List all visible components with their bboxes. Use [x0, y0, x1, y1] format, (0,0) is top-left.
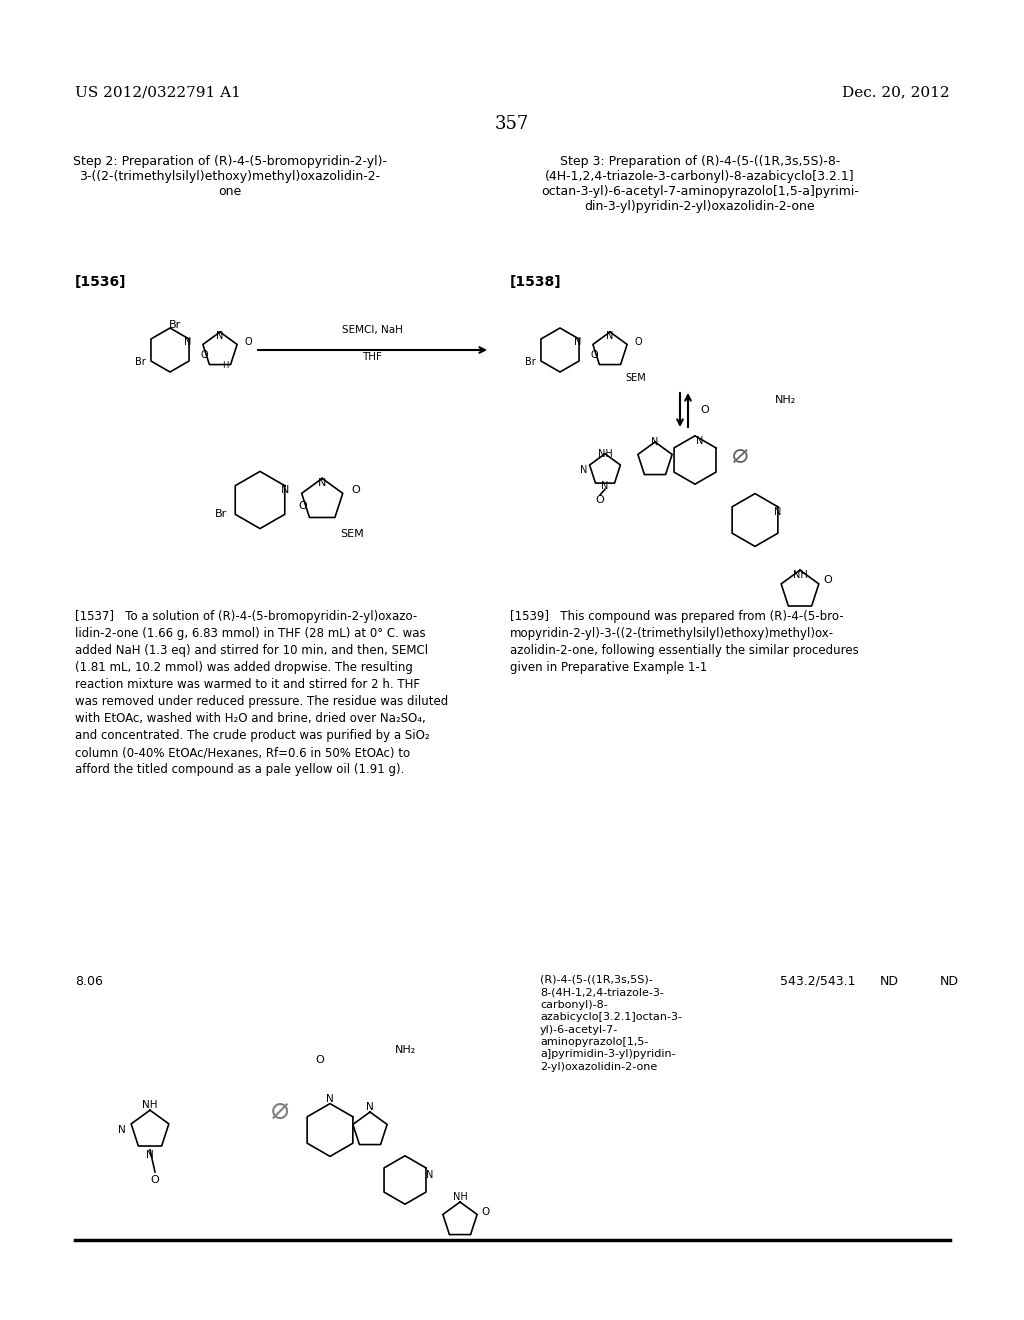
Text: ND: ND	[880, 975, 899, 987]
Text: [1537]   To a solution of (R)-4-(5-bromopyridin-2-yl)oxazo-
lidin-2-one (1.66 g,: [1537] To a solution of (R)-4-(5-bromopy…	[75, 610, 449, 776]
Text: N: N	[696, 436, 703, 446]
Text: N: N	[119, 1125, 126, 1135]
Text: 543.2/543.1: 543.2/543.1	[780, 975, 855, 987]
Text: NH₂: NH₂	[394, 1045, 416, 1055]
Text: O: O	[590, 350, 598, 360]
Text: N: N	[216, 331, 223, 341]
Text: O: O	[151, 1175, 160, 1185]
Text: N: N	[601, 482, 608, 491]
Text: N: N	[426, 1170, 433, 1180]
Text: O: O	[596, 495, 604, 506]
Text: Step 2: Preparation of (R)-4-(5-bromopyridin-2-yl)-
3-((2-(trimethylsilyl)ethoxy: Step 2: Preparation of (R)-4-(5-bromopyr…	[73, 154, 387, 198]
Text: THF: THF	[362, 352, 382, 362]
Text: (R)-4-(5-((1R,3s,5S)-
8-(4H-1,2,4-triazole-3-
carbonyl)-8-
azabicyclo[3.2.1]octa: (R)-4-(5-((1R,3s,5S)- 8-(4H-1,2,4-triazo…	[540, 975, 682, 1072]
Text: H: H	[222, 362, 228, 371]
Text: NH: NH	[793, 570, 807, 581]
Text: Dec. 20, 2012: Dec. 20, 2012	[843, 84, 950, 99]
Text: SEMCl, NaH: SEMCl, NaH	[342, 325, 402, 335]
Text: N: N	[326, 1093, 334, 1104]
Text: O: O	[200, 350, 208, 360]
Text: N: N	[281, 484, 289, 495]
Text: N: N	[774, 507, 781, 517]
Text: O: O	[482, 1206, 490, 1217]
Text: [1539]   This compound was prepared from (R)-4-(5-bro-
mopyridin-2-yl)-3-((2-(tr: [1539] This compound was prepared from (…	[510, 610, 859, 675]
Text: O: O	[823, 576, 833, 585]
Text: Br: Br	[134, 356, 145, 367]
Text: N: N	[184, 337, 191, 347]
Text: NH: NH	[142, 1100, 158, 1110]
Text: N: N	[581, 465, 588, 475]
Text: Br: Br	[169, 319, 181, 330]
Text: O: O	[244, 337, 252, 347]
Text: ND: ND	[940, 975, 959, 987]
Text: Step 3: Preparation of (R)-4-(5-((1R,3s,5S)-8-
(4H-1,2,4-triazole-3-carbonyl)-8-: Step 3: Preparation of (R)-4-(5-((1R,3s,…	[541, 154, 859, 213]
Text: N: N	[606, 331, 613, 341]
Text: 8.06: 8.06	[75, 975, 102, 987]
Text: 357: 357	[495, 115, 529, 133]
Text: Br: Br	[524, 356, 536, 367]
Text: O: O	[700, 405, 710, 414]
Text: O: O	[634, 337, 642, 347]
Text: ⌀: ⌀	[731, 441, 749, 469]
Text: Br: Br	[215, 510, 227, 519]
Text: O: O	[315, 1055, 325, 1065]
Text: O: O	[298, 502, 307, 511]
Text: O: O	[351, 484, 360, 495]
Text: SEM: SEM	[625, 374, 646, 383]
Text: N: N	[367, 1102, 374, 1111]
Text: NH₂: NH₂	[774, 395, 796, 405]
Text: ⌀: ⌀	[270, 1096, 289, 1125]
Text: NH: NH	[598, 449, 612, 459]
Text: N: N	[574, 337, 582, 347]
Text: [1536]: [1536]	[75, 275, 127, 289]
Text: NH: NH	[453, 1192, 467, 1203]
Text: N: N	[318, 478, 327, 488]
Text: [1538]: [1538]	[510, 275, 561, 289]
Text: N: N	[146, 1150, 154, 1160]
Text: N: N	[651, 437, 658, 447]
Text: US 2012/0322791 A1: US 2012/0322791 A1	[75, 84, 241, 99]
Text: SEM: SEM	[340, 528, 364, 539]
